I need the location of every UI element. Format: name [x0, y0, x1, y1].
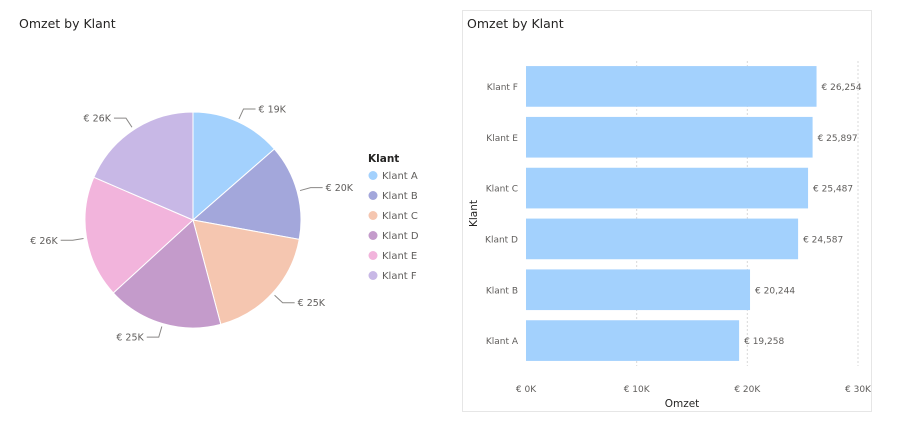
y-tick-label: Klant B	[486, 286, 518, 296]
pie-slice-klant-c[interactable]	[192, 219, 300, 325]
pie-slice-klant-a[interactable]	[192, 111, 276, 222]
pie-chart-svg[interactable]: € 19K € 20K € 25K € 25K € 26K € 26K Klant Klant…	[6, 6, 446, 416]
bar-data-label: € 25,897	[818, 134, 858, 144]
bar-klant-b[interactable]	[526, 269, 751, 311]
pie-leader-line	[274, 294, 295, 304]
bar-klant-f[interactable]	[526, 66, 817, 107]
y-tick-label: Klant D	[485, 235, 518, 245]
y-tick-label: Klant C	[486, 185, 518, 195]
pie-leader-line	[113, 117, 133, 128]
pie-data-label: € 25K	[116, 333, 144, 344]
pie-data-label: € 25K	[298, 298, 326, 309]
x-tick-label: € 0K	[516, 385, 537, 395]
y-axis-title: Klant	[468, 200, 480, 227]
bar-data-label: € 24,587	[803, 235, 843, 245]
bar-chart-svg[interactable]: € 0K € 10K € 20K € 30K Klant F € 26,254 Klant …	[463, 11, 871, 411]
pie-slice-klant-f[interactable]	[93, 111, 194, 221]
bar-data-label: € 25,487	[813, 185, 853, 195]
legend-marker-klant-d[interactable]	[368, 231, 378, 240]
bar-chart-title: Omzet by Klant	[467, 16, 564, 31]
legend-marker-klant-c[interactable]	[368, 211, 378, 220]
pie-slice-klant-b[interactable]	[191, 148, 302, 240]
bar-klant-a[interactable]	[526, 320, 740, 361]
pie-slice-klant-e[interactable]	[84, 176, 194, 294]
x-axis-title: Omzet	[665, 398, 700, 410]
pie-slice-klant-d[interactable]	[112, 219, 222, 329]
pie-leader-line	[60, 237, 84, 241]
x-tick-label: € 20K	[734, 385, 761, 395]
pie-data-label: € 26K	[84, 114, 112, 125]
pie-data-label: € 19K	[259, 104, 287, 115]
legend-marker-klant-a[interactable]	[368, 171, 378, 180]
legend-item-klant-d[interactable]: Klant D	[382, 231, 419, 242]
pie-leader-line	[299, 187, 323, 192]
legend-item-klant-f[interactable]: Klant F	[382, 271, 417, 282]
pie-leader-line	[146, 326, 163, 338]
bar-data-label: € 19,258	[744, 337, 784, 347]
legend-item-klant-a[interactable]: Klant A	[382, 171, 418, 182]
pie-data-label: € 26K	[30, 236, 58, 247]
y-tick-label: Klant A	[486, 337, 519, 347]
y-tick-label: Klant E	[486, 134, 518, 144]
y-tick-label: Klant F	[487, 83, 518, 93]
legend-marker-klant-b[interactable]	[368, 191, 378, 200]
pie-chart-visual[interactable]: Omzet by Klant € 19K € 20K € 25K € 25K € 26K…	[6, 6, 446, 416]
x-tick-label: € 10K	[624, 385, 651, 395]
pie-data-label: € 20K	[326, 183, 354, 194]
bar-klant-e[interactable]	[526, 116, 813, 158]
legend-item-klant-c[interactable]: Klant C	[382, 211, 418, 222]
bar-klant-c[interactable]	[526, 167, 809, 209]
legend-title: Klant	[368, 153, 399, 165]
x-tick-label: € 30K	[845, 385, 871, 395]
bar-klant-d[interactable]	[526, 218, 799, 260]
legend-item-klant-b[interactable]: Klant B	[382, 191, 418, 202]
bar-chart-visual[interactable]: Omzet by Klant € 0K € 10K € 20K € 30K Klant …	[462, 10, 872, 412]
legend-marker-klant-e[interactable]	[368, 251, 378, 260]
bar-data-label: € 20,244	[755, 286, 795, 296]
bar-data-label: € 26,254	[822, 83, 862, 93]
legend-item-klant-e[interactable]: Klant E	[382, 251, 417, 262]
pie-leader-line	[238, 108, 256, 120]
legend-marker-klant-f[interactable]	[368, 271, 378, 280]
pie-chart-title: Omzet by Klant	[19, 16, 116, 31]
